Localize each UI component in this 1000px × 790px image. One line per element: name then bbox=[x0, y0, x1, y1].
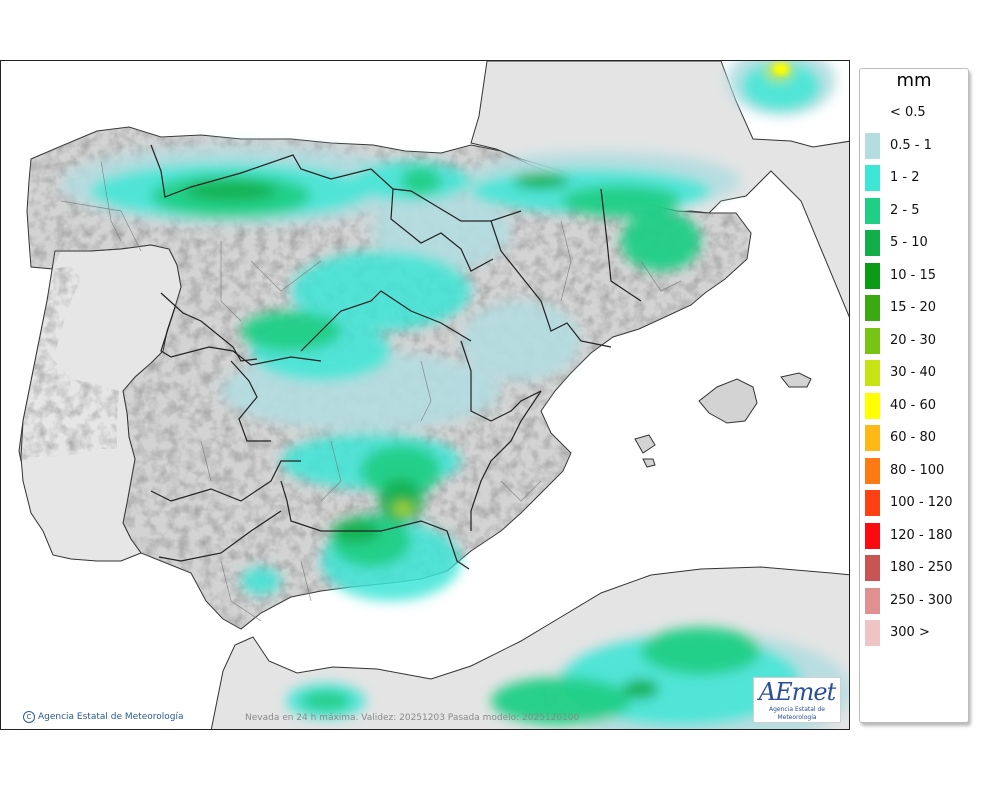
legend-label: < 0.5 bbox=[890, 105, 926, 120]
legend-swatch bbox=[865, 522, 880, 549]
legend-row: 2 - 5 bbox=[860, 195, 968, 228]
legend-row: 180 - 250 bbox=[860, 552, 968, 585]
legend-swatch bbox=[865, 262, 880, 289]
legend-row: < 0.5 bbox=[860, 97, 968, 130]
snowfall-peaks bbox=[773, 63, 789, 75]
legend-label: 300 > bbox=[890, 625, 930, 640]
legend-swatch bbox=[865, 425, 880, 451]
legend-row: 100 - 120 bbox=[860, 487, 968, 520]
legend-row: 20 - 30 bbox=[860, 325, 968, 358]
legend-row: 0.5 - 1 bbox=[860, 130, 968, 163]
legend-label: 100 - 120 bbox=[890, 495, 953, 510]
legend-row: 10 - 15 bbox=[860, 260, 968, 293]
legend-swatch bbox=[865, 360, 880, 386]
agency-credit: C Agencia Estatal de Meteorología bbox=[23, 711, 184, 723]
legend-label: 180 - 250 bbox=[890, 560, 953, 575]
legend-row: 250 - 300 bbox=[860, 585, 968, 618]
legend-row: 1 - 2 bbox=[860, 162, 968, 195]
legend-swatch bbox=[865, 587, 880, 614]
precipitation-legend: mm < 0.5 0.5 - 1 1 - 2 2 - 5 5 - 10 10 - 15 15… bbox=[859, 68, 969, 723]
legend-label: 120 - 180 bbox=[890, 527, 953, 543]
legend-row: 40 - 60 bbox=[860, 390, 968, 423]
province-borders bbox=[60, 160, 682, 622]
legend-label: 2 - 5 bbox=[890, 202, 920, 218]
region-borders bbox=[150, 144, 642, 570]
legend-row: 60 - 80 bbox=[860, 422, 968, 455]
snowfall-shading bbox=[61, 61, 849, 729]
aemet-logo: AEmet Agencia Estatal de Meteorología bbox=[753, 677, 841, 723]
legend-row: 120 - 180 bbox=[860, 520, 968, 553]
legend-label: 10 - 15 bbox=[890, 267, 937, 283]
logo-wordmark: AEmet bbox=[758, 678, 836, 706]
legend-row: 15 - 20 bbox=[860, 292, 968, 325]
legend-label: 20 - 30 bbox=[890, 332, 937, 348]
agency-credit-text: Agencia Estatal de Meteorología bbox=[38, 712, 184, 722]
legend-swatch bbox=[865, 230, 880, 256]
legend-label: 1 - 2 bbox=[890, 170, 920, 185]
legend-swatch bbox=[865, 555, 880, 581]
legend-label: 15 - 20 bbox=[890, 300, 937, 315]
legend-swatch bbox=[865, 197, 880, 224]
snowfall-map bbox=[18, 61, 849, 729]
logo-subtitle: Agencia Estatal de Meteorología bbox=[768, 706, 825, 721]
legend-label: 5 - 10 bbox=[890, 235, 928, 250]
legend-swatch bbox=[865, 457, 880, 484]
legend-swatch bbox=[865, 392, 880, 419]
balearic-islands bbox=[634, 372, 812, 468]
legend-label: 30 - 40 bbox=[890, 365, 937, 380]
legend-label: 40 - 60 bbox=[890, 397, 937, 413]
legend-swatch bbox=[865, 132, 880, 159]
legend-row: 300 > bbox=[860, 617, 968, 650]
map-panel: C Agencia Estatal de Meteorología Nevada… bbox=[0, 60, 850, 730]
legend-row: 5 - 10 bbox=[860, 227, 968, 260]
legend-swatch bbox=[865, 327, 880, 354]
legend-label: 80 - 100 bbox=[890, 462, 945, 478]
legend-label: 0.5 - 1 bbox=[890, 137, 932, 153]
validity-caption: Nevada en 24 h máxima. Validez: 20251203… bbox=[245, 713, 580, 723]
legend-swatch bbox=[865, 165, 880, 191]
legend-swatch bbox=[865, 620, 880, 646]
legend-row: 80 - 100 bbox=[860, 455, 968, 488]
legend-swatch bbox=[865, 295, 880, 321]
legend-row: 30 - 40 bbox=[860, 357, 968, 390]
legend-items: < 0.5 0.5 - 1 1 - 2 2 - 5 5 - 10 10 - 15 15 - … bbox=[860, 97, 968, 650]
legend-swatch bbox=[865, 490, 880, 516]
legend-unit: mm bbox=[896, 70, 932, 91]
legend-label: 60 - 80 bbox=[890, 430, 937, 445]
legend-label: 250 - 300 bbox=[890, 592, 953, 608]
copyright-icon: C bbox=[23, 711, 35, 723]
